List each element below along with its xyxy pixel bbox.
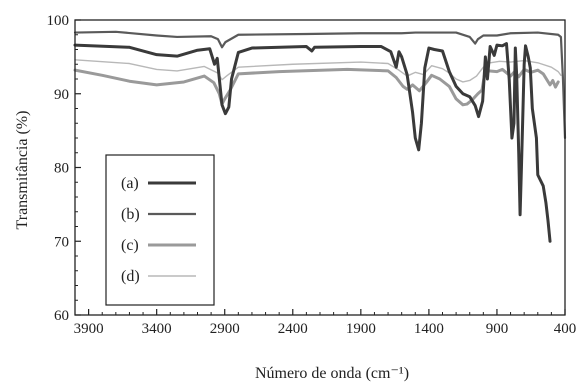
y-axis-title: Transmitância (%) — [14, 111, 31, 230]
y-tick-label: 80 — [54, 161, 69, 177]
y-tick-label: 90 — [54, 87, 69, 103]
series-line-2 — [73, 30, 567, 140]
x-tick-label: 2400 — [278, 321, 308, 337]
legend-box — [105, 154, 215, 306]
plot-area — [73, 30, 567, 243]
x-tick-label: 1400 — [414, 321, 444, 337]
series-line-1 — [73, 42, 552, 243]
x-tick-label: 1900 — [346, 321, 376, 337]
y-tick-label: 60 — [54, 308, 69, 324]
y-tick-label: 100 — [47, 13, 70, 29]
axes: 3900 3400 2900 2400 1900 1400 900 400 60 70 80 90 10… — [47, 13, 577, 337]
x-tick-label: 2900 — [210, 321, 240, 337]
x-tick-label: 3900 — [74, 321, 104, 337]
legend-label-1: (a) — [121, 175, 139, 192]
x-tick-label: 900 — [486, 321, 509, 337]
x-tick-label: 3400 — [142, 321, 172, 337]
legend-label-3: (c) — [121, 237, 139, 254]
x-axis-title: Número de onda (cm⁻¹) — [255, 365, 409, 382]
legend-label-4: (d) — [121, 268, 140, 285]
x-tick-label: 400 — [554, 321, 577, 337]
legend: (a) (b) (c) (d) — [105, 154, 215, 306]
y-tick-label: 70 — [54, 234, 69, 250]
legend-label-2: (b) — [121, 206, 140, 223]
